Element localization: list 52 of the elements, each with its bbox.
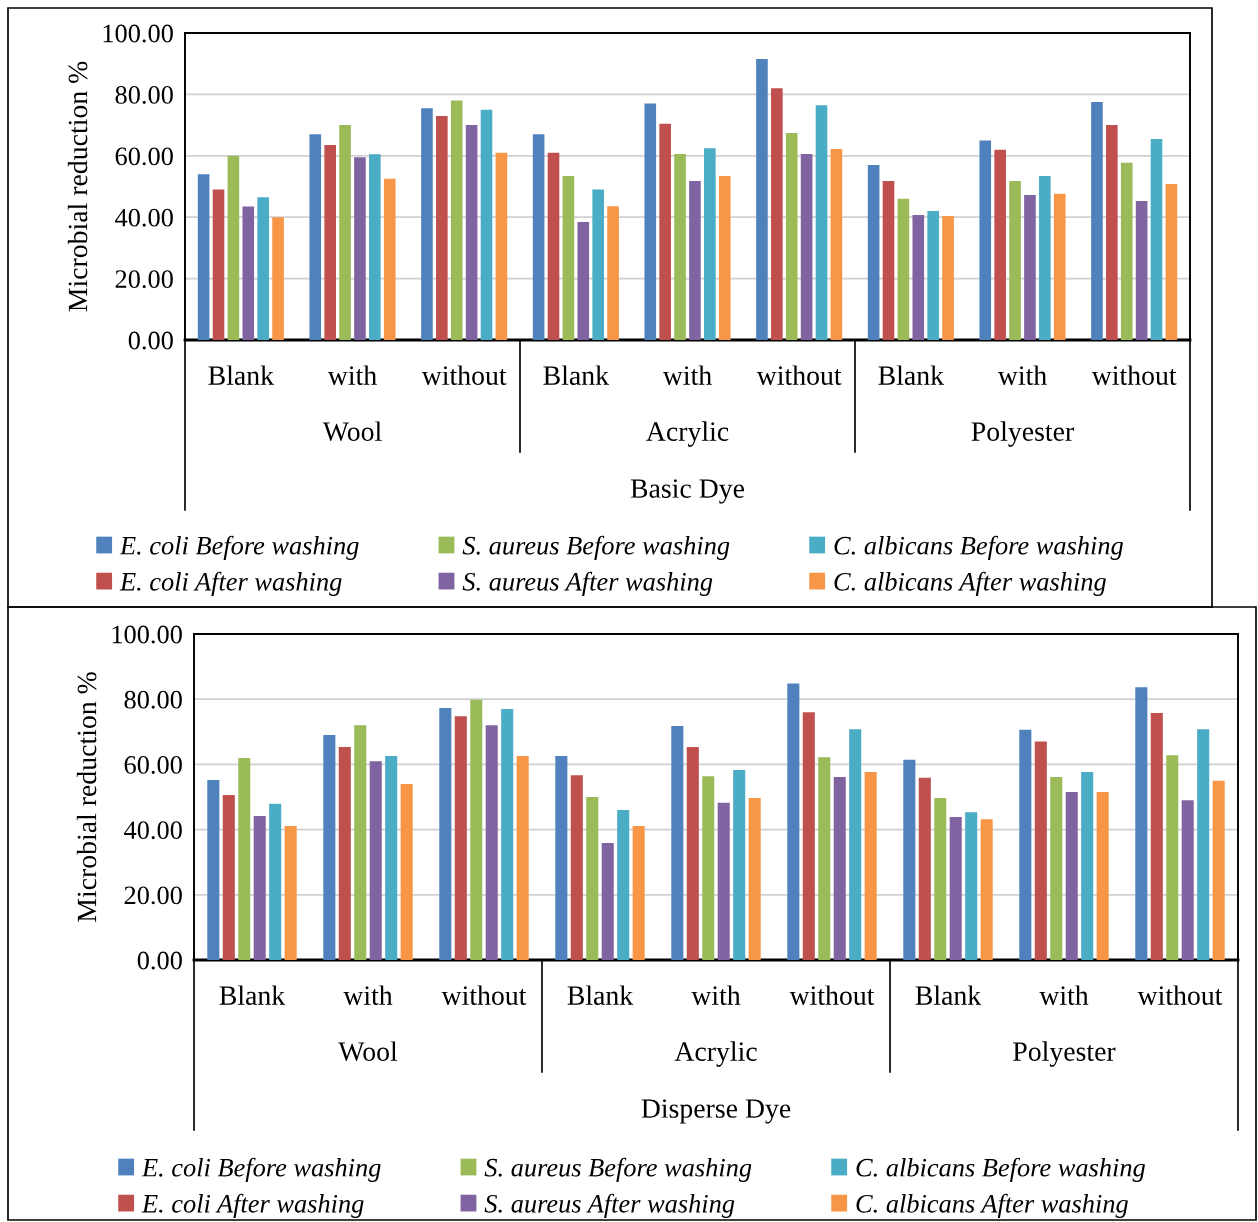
x-tick-label: with — [691, 985, 741, 1005]
x-tick-label: without — [441, 985, 527, 1005]
x-tick-label: without — [756, 365, 842, 385]
x-tick-label: Blank — [543, 365, 610, 385]
x-tick-label: without — [789, 985, 875, 1005]
legend-label: S. aureus Before washing — [462, 535, 730, 560]
x-tick-label: Blank — [878, 365, 945, 385]
y-tick-label: 80.00 — [115, 86, 173, 104]
x-tick-label: with — [1039, 985, 1089, 1005]
y-axis-title: Microbial reduction % — [76, 672, 97, 922]
y-tick-label: 20.00 — [115, 270, 173, 289]
x-tick-label: Blank — [915, 985, 982, 1005]
y-tick-label: 40.00 — [115, 208, 173, 227]
legend-label: C. albicans After washing — [856, 1193, 1128, 1219]
text: Wool — [338, 1041, 398, 1062]
y-tick-label: 40.00 — [124, 821, 182, 840]
legend-label: C. albicans After washing — [834, 571, 1106, 597]
legend-label: E. coli Before washing — [141, 1157, 381, 1182]
y-tick-label: 0.00 — [128, 331, 173, 350]
x-tick-label: with — [327, 365, 377, 385]
x-tick-label: without — [1137, 985, 1223, 1005]
x-axis-title: Basic Dye — [630, 479, 744, 504]
text: Polyester — [1013, 1041, 1116, 1067]
y-tick-label: 0.00 — [137, 951, 182, 970]
legend-label: S. aureus Before washing — [484, 1157, 752, 1182]
legend-label: C. albicans Before washing — [834, 535, 1123, 560]
y-tick-label: 60.00 — [115, 147, 173, 166]
text: Acrylic — [674, 1041, 757, 1067]
legend-label: C. albicans Before washing — [856, 1157, 1145, 1182]
x-tick-label: with — [662, 365, 712, 385]
y-tick-label: 100.00 — [103, 24, 173, 43]
x-axis-title: Disperse Dye — [641, 1099, 791, 1124]
y-tick-label: 20.00 — [124, 886, 182, 905]
legend-label: S. aureus After washing — [484, 1193, 735, 1219]
text: Acrylic — [646, 421, 729, 447]
legend-label: E. coli After washing — [119, 571, 342, 597]
text: Polyester — [971, 421, 1074, 447]
legend-label: E. coli After washing — [141, 1193, 364, 1219]
text: Wool — [322, 421, 382, 442]
y-tick-label: 60.00 — [124, 756, 182, 774]
x-tick-label: Blank — [567, 985, 634, 1005]
x-tick-label: without — [1091, 365, 1177, 385]
legend-label: S. aureus After washing — [462, 571, 713, 597]
y-axis-title: Microbial reduction % — [67, 61, 88, 312]
y-tick-label: 80.00 — [124, 690, 182, 709]
x-tick-label: with — [343, 985, 393, 1005]
x-tick-label: without — [421, 365, 507, 385]
x-tick-label: Blank — [208, 365, 275, 385]
x-tick-label: with — [997, 365, 1047, 385]
legend-label: E. coli Before washing — [119, 535, 359, 560]
x-tick-label: Blank — [219, 985, 286, 1005]
y-tick-label: 100.00 — [112, 625, 182, 644]
